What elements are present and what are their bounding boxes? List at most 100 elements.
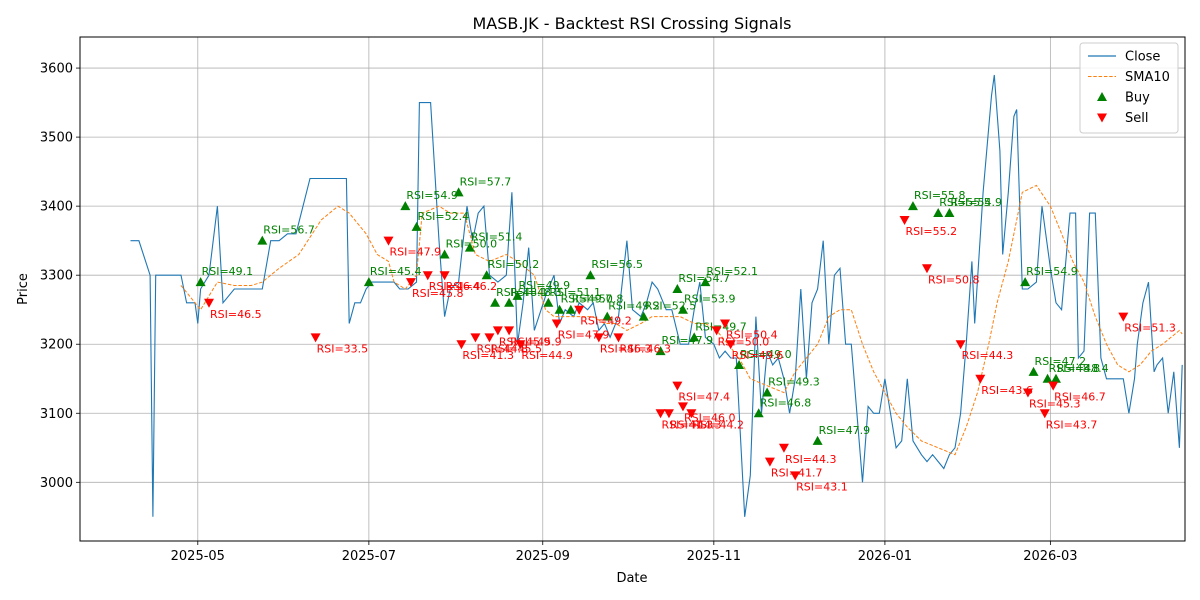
buy-annotation: RSI=54.9 [950,196,1002,209]
sell-marker [1118,312,1129,322]
sell-annotation: RSI=43.1 [796,480,848,493]
x-tick-label: 2025-09 [516,549,570,564]
sell-annotation: RSI=55.2 [906,225,958,238]
sell-annotation: RSI=43.7 [1046,418,1098,431]
sell-marker [720,319,731,329]
sell-marker [672,381,683,391]
buy-annotation: RSI=50.8 [572,293,624,306]
buy-marker [490,297,501,307]
buy-annotation: RSI=50.0 [446,237,498,250]
buy-marker [944,208,955,218]
sell-annotation: RSI=45.9 [499,335,551,348]
sell-marker [310,333,321,343]
buy-marker [512,290,523,300]
sell-marker [1039,409,1050,419]
sell-marker [405,278,416,288]
series-sma10-line [180,184,1183,456]
sell-marker [613,333,624,343]
sell-marker [790,471,801,481]
buy-annotation: RSI=54.7 [678,272,730,285]
y-tick-label: 3100 [40,407,73,422]
legend-buy-swatch [1097,92,1107,101]
axes: 2025-05 2025-07 2025-09 2025-11 2026-01 2026-… [40,62,1078,564]
chart-title: MASB.JK - Backtest RSI Crossing Signals [472,14,791,33]
buy-marker [565,304,576,314]
sell-annotation: RSI=41.3 [662,418,714,431]
buy-annotation: RSI=46.8 [760,396,812,409]
buy-annotation: RSI=47.2 [1035,355,1087,368]
sell-annotation: RSI=47.9 [390,246,442,259]
sell-marker [921,264,932,274]
sell-marker [593,333,604,343]
series-close-line [130,74,1183,517]
x-tick-label: 2026-03 [1023,549,1077,564]
buy-marker [363,277,374,287]
buy-marker [655,346,666,356]
x-tick-label: 2025-07 [342,549,396,564]
buy-marker [762,387,773,397]
sell-annotation: RSI=46.0 [684,411,736,424]
legend: Close SMA10 Buy Sell [1079,42,1179,134]
sell-annotation: RSI=44.3 [785,453,837,466]
sell-marker [778,443,789,453]
legend-box [1079,42,1179,134]
sell-marker [492,326,503,336]
sell-marker [1048,381,1059,391]
legend-label: Buy [1125,91,1150,106]
y-tick-label: 3600 [40,62,73,77]
sell-marker [456,340,467,350]
sell-marker [764,457,775,467]
sell-marker [504,326,515,336]
sell-marker [551,319,562,329]
buy-annotation: RSI=49.7 [561,293,613,306]
sell-annotation: RSI=45.5 [490,342,542,355]
sell-annotation: RSI=44.9 [521,349,573,362]
buy-marker [195,277,206,287]
buy-annotation: RSI=51.4 [471,231,523,244]
x-tick-label: 2026-01 [858,549,912,564]
buy-marker [453,187,464,197]
sell-marker [725,340,736,350]
buy-annotation: RSI=45.4 [370,265,422,278]
y-tick-label: 3500 [40,131,73,146]
sell-annotation: RSI=51.3 [1124,322,1176,335]
legend-label: Sell [1125,111,1148,126]
buy-marker [1028,366,1039,376]
buy-marker [933,208,944,218]
buy-annotation: RSI=57.7 [460,175,512,188]
sell-annotation: RSI=46.3 [619,342,671,355]
buy-annotation: RSI=49.3 [768,376,820,389]
sell-marker [899,215,910,225]
sell-annotation: RSI=44.2 [692,418,744,431]
buy-marker [907,201,918,211]
buy-marker [464,242,475,252]
sell-marker [677,402,688,412]
sell-annotation: RSI=46.2 [446,280,498,293]
sell-annotation: RSI=50.8 [928,273,980,286]
buy-marker [1020,277,1031,287]
sell-annotation: RSI=44.3 [670,418,722,431]
sell-annotation: RSI=44.8 [476,342,528,355]
buy-marker [400,201,411,211]
sell-marker [439,271,450,281]
sell-annotation: RSI=33.5 [317,342,369,355]
sell-marker [484,333,495,343]
buy-annotation: RSI=48.8 [1049,362,1101,375]
sell-marker [955,340,966,350]
legend-label: Close [1125,50,1160,65]
sell-marker [686,409,697,419]
plot-area: RSI=49.1 RSI=56.7 RSI=45.4 RSI=54.9 RSI=52.4… [130,74,1183,517]
sell-annotation: RSI=49.2 [580,315,632,328]
sell-marker [663,409,674,419]
buy-marker [1050,373,1061,383]
sell-marker [1022,388,1033,398]
buy-marker [602,311,613,321]
y-tick-label: 3200 [40,338,73,353]
buy-marker [700,277,711,287]
sell-annotation: RSI=46.3 [600,342,652,355]
y-axis-title: Price [16,273,31,305]
sell-annotation: RSI=43.6 [981,384,1033,397]
sell-annotation: RSI=41.3 [462,349,514,362]
buy-annotation: RSI=56.5 [591,258,643,271]
